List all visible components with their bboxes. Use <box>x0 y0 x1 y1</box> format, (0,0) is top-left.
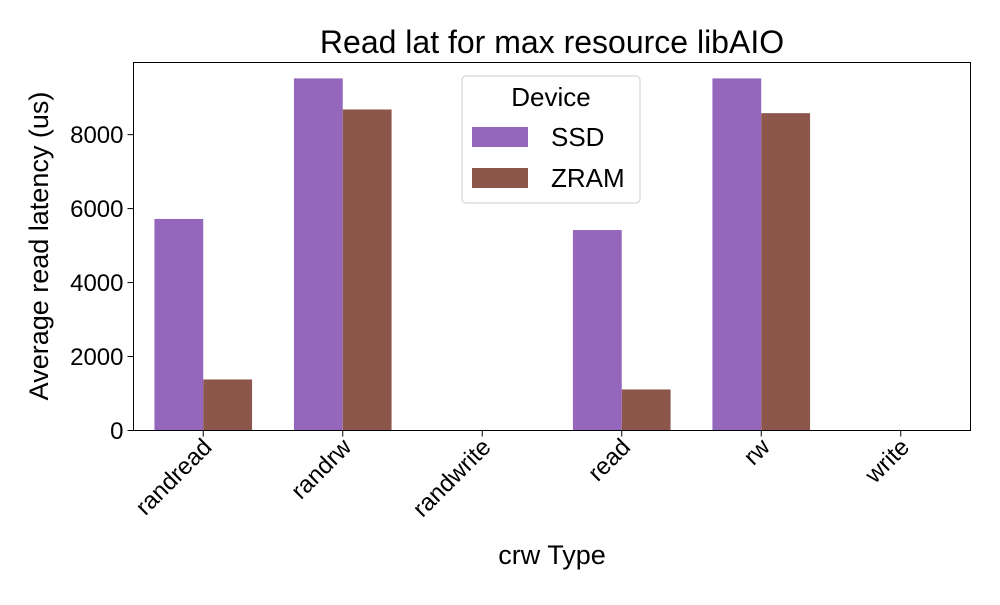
x-tick-label-rw: rw <box>738 433 775 470</box>
legend-label-zram: ZRAM <box>551 163 625 193</box>
legend-label-ssd: SSD <box>551 122 604 152</box>
legend: Device SSD ZRAM <box>461 75 641 204</box>
legend-swatch-zram <box>472 168 528 188</box>
y-tick-label: 4000 <box>70 270 123 297</box>
x-tick-label-randread: randread <box>130 434 217 521</box>
bar-zram-randrw <box>342 109 392 431</box>
y-tick-label: 2000 <box>70 344 123 371</box>
plot-frame <box>133 62 971 431</box>
bar-ssd-read <box>572 230 622 431</box>
bar-ssd-rw <box>712 78 762 431</box>
x-tick-label-randwrite: randwrite <box>408 434 497 523</box>
bars-layer <box>154 78 811 431</box>
chart-title: Read lat for max resource libAIO <box>320 24 784 60</box>
legend-title: Device <box>511 82 590 112</box>
legend-swatch-ssd <box>472 127 528 147</box>
y-axis-label: Average read latency (us) <box>24 92 54 401</box>
bar-zram-rw <box>761 113 811 431</box>
y-tick-label: 8000 <box>70 122 123 149</box>
x-tick-label-read: read <box>583 434 636 487</box>
bar-ssd-randread <box>154 218 204 431</box>
x-tick-label-randrw: randrw <box>286 433 357 504</box>
bar-ssd-randrw <box>293 78 343 431</box>
bar-zram-read <box>621 389 671 431</box>
bar-zram-randread <box>203 379 253 431</box>
x-axis-label: crw Type <box>498 540 606 570</box>
y-tick-label: 6000 <box>70 196 123 223</box>
x-tick-label-write: write <box>859 434 915 490</box>
y-tick-label: 0 <box>110 418 123 445</box>
